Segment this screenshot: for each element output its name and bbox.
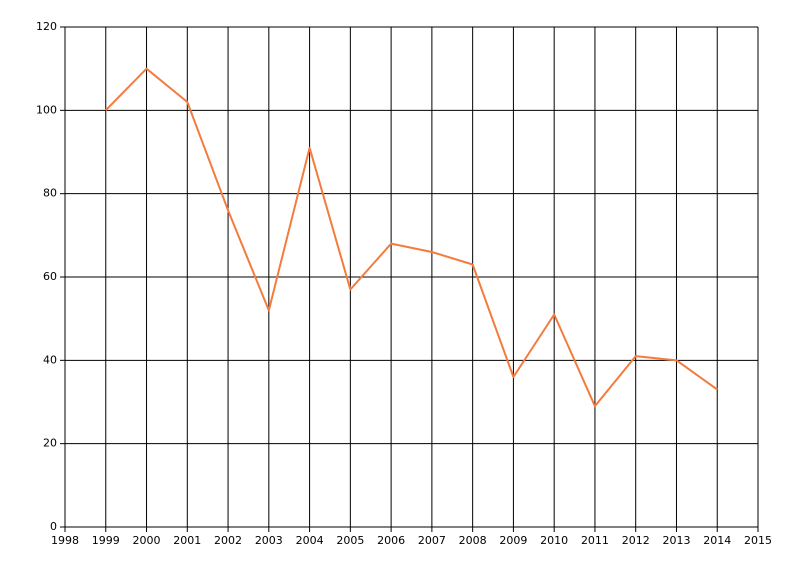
x-tick-label: 2000 [133,534,161,547]
x-tick-label: 2010 [540,534,568,547]
x-tick-label: 2006 [377,534,405,547]
x-tick-label: 2008 [459,534,487,547]
data-line [105,67,718,408]
y-tick-label: 80 [43,187,57,200]
x-tick-label: 2009 [499,534,527,547]
x-tick-label: 2014 [703,534,731,547]
x-tick-label: 2015 [744,534,772,547]
y-tick-label: 20 [43,437,57,450]
x-tick-label: 1998 [51,534,79,547]
y-tick-label: 0 [50,520,57,533]
x-tick-label: 2007 [418,534,446,547]
x-tick-label: 2011 [581,534,609,547]
x-tick-label: 2005 [336,534,364,547]
x-tick-label: 2012 [622,534,650,547]
y-tick-label: 120 [36,20,57,33]
y-tick-label: 60 [43,270,57,283]
x-tick-label: 2003 [255,534,283,547]
y-tick-label: 100 [36,103,57,116]
x-tick-label: 2004 [296,534,324,547]
x-tick-label: 2013 [662,534,690,547]
x-tick-label: 2002 [214,534,242,547]
x-tick-label: 1999 [92,534,120,547]
x-tick-label: 2001 [173,534,201,547]
y-tick-label: 40 [43,353,57,366]
